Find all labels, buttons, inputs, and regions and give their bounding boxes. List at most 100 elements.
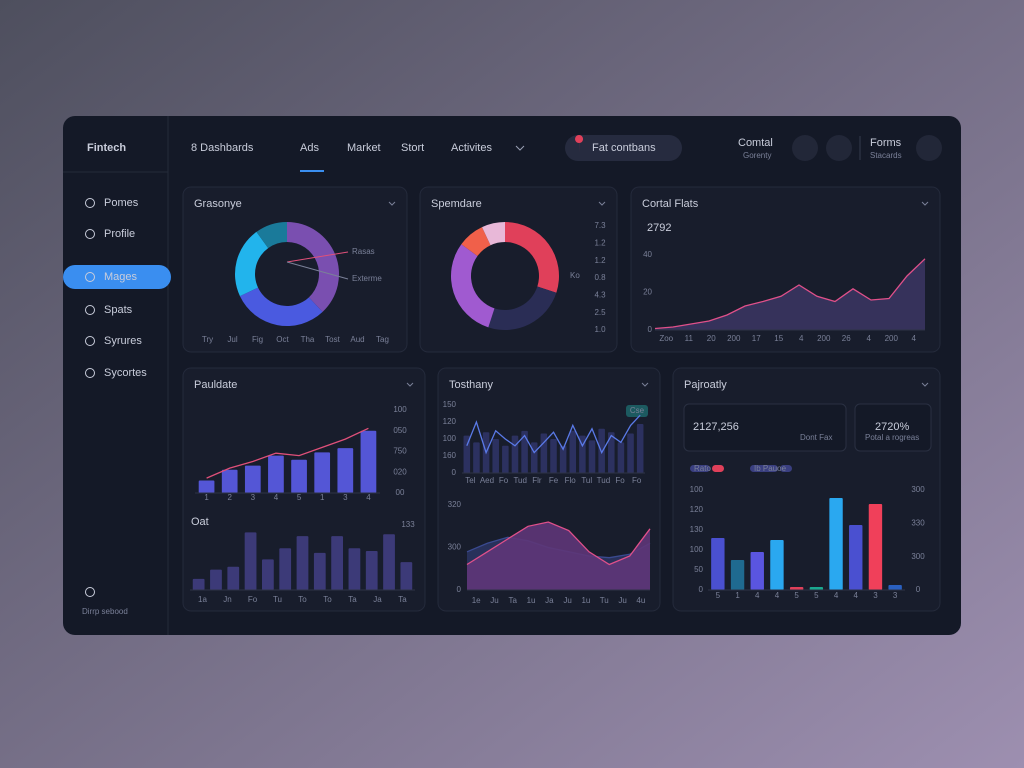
- tab[interactable]: Market: [347, 142, 381, 154]
- bar: [521, 430, 528, 473]
- y-tick-label: 100: [690, 485, 704, 494]
- bar: [365, 551, 378, 590]
- bar: [770, 540, 784, 590]
- bar: [502, 445, 509, 473]
- brand: Fintech: [87, 142, 126, 154]
- legend-pill: [750, 465, 778, 472]
- bar: [789, 587, 804, 590]
- area-line: [654, 258, 926, 330]
- bar: [198, 480, 215, 493]
- account-sub: Gorenty: [743, 151, 771, 160]
- panel-menu[interactable]: [921, 201, 929, 206]
- nav-item[interactable]: Pomes: [104, 197, 139, 209]
- x-tick-label: 4: [854, 591, 859, 600]
- icon-button[interactable]: [792, 135, 818, 161]
- panel-menu[interactable]: [598, 201, 606, 206]
- y-tick-label: 4.3: [594, 290, 606, 299]
- panel-menu[interactable]: [641, 382, 649, 387]
- x-tick-label: 200: [817, 334, 831, 343]
- y-tick-label: 1.2: [594, 256, 606, 265]
- y-tick-label: 40: [643, 250, 652, 259]
- bar: [627, 433, 634, 473]
- tab[interactable]: Activites: [451, 142, 492, 154]
- bar: [331, 536, 343, 590]
- nav-item[interactable]: Spats: [104, 304, 133, 316]
- x-tick-label: 3: [873, 591, 878, 600]
- x-tick-label: Aed: [480, 476, 494, 485]
- nav-item[interactable]: Profile: [104, 228, 135, 240]
- tab[interactable]: Stort: [401, 142, 424, 154]
- nav-item[interactable]: Sycortes: [104, 367, 147, 379]
- nav-icon: [85, 272, 95, 282]
- donut-slice: [256, 222, 287, 249]
- legend-label: Rato: [694, 464, 711, 473]
- x-tick-label: Ja: [545, 596, 554, 605]
- tab[interactable]: Ads: [300, 142, 319, 154]
- y-tick-label: 100: [393, 405, 407, 414]
- bar: [579, 435, 586, 473]
- x-tick-label: 15: [774, 334, 783, 343]
- legend-swatch: [780, 465, 792, 472]
- panel-menu[interactable]: [921, 382, 929, 387]
- panel-title: Pajroatly: [684, 379, 727, 391]
- bar: [360, 430, 377, 493]
- y-tick-label: 050: [393, 426, 407, 435]
- panel-menu[interactable]: [406, 382, 414, 387]
- donut-slice: [488, 286, 557, 331]
- y-tick-label: 130: [690, 525, 704, 534]
- bar: [227, 566, 240, 590]
- bar: [291, 459, 307, 493]
- x-tick-label: Fo: [615, 476, 625, 485]
- y-tick-label: 7.3: [594, 221, 606, 230]
- pin-icon: [575, 135, 584, 153]
- bar: [492, 439, 499, 473]
- donut-slice: [450, 244, 495, 328]
- x-tick-label: Tost: [325, 335, 340, 344]
- callout: [286, 251, 349, 263]
- y-tick-label: 330: [911, 518, 925, 527]
- bar: [400, 562, 413, 590]
- bar: [279, 548, 292, 590]
- y-tick-label: 750: [393, 447, 407, 456]
- x-tick-label: 4u: [636, 596, 645, 605]
- bar: [617, 442, 625, 473]
- x-tick-label: 3: [343, 493, 348, 502]
- panel-title: Tosthany: [449, 379, 494, 391]
- chevron[interactable]: [515, 145, 525, 151]
- search-box[interactable]: [565, 135, 682, 161]
- panel-menu[interactable]: [388, 201, 396, 206]
- y-tick-label: 160: [443, 451, 457, 460]
- nav-item[interactable]: Syrures: [104, 335, 142, 347]
- avatar[interactable]: [916, 135, 942, 161]
- callout: [286, 261, 349, 280]
- x-tick-label: 1: [735, 591, 740, 600]
- donut-label: Exterme: [352, 274, 382, 283]
- stat-value: 2127,256: [693, 421, 739, 433]
- y-tick-label: 100: [690, 545, 704, 554]
- x-tick-label: 5: [716, 591, 721, 600]
- trend-line: [206, 427, 369, 479]
- chart-title: Oat: [191, 516, 209, 528]
- legend-pill: [690, 465, 710, 472]
- nav-active[interactable]: [63, 265, 171, 289]
- bar: [849, 525, 863, 590]
- bar: [244, 465, 261, 493]
- bar: [809, 587, 824, 590]
- y-tick-label: 2.5: [594, 308, 606, 317]
- trend-line: [466, 414, 641, 455]
- donut-label: Ko: [570, 271, 580, 280]
- stat-sub: Dont Fax: [800, 433, 832, 442]
- x-tick-label: 200: [727, 334, 741, 343]
- footer-icon: [85, 587, 95, 597]
- bar: [473, 442, 480, 473]
- y-tick-label: 0: [457, 585, 462, 594]
- icon-button[interactable]: [826, 135, 852, 161]
- nav-item[interactable]: Mages: [104, 271, 138, 283]
- panel-title: Cortal Flats: [642, 198, 699, 210]
- nav-icon: [85, 198, 95, 208]
- x-tick-label: 26: [842, 334, 851, 343]
- x-tick-label: 1u: [581, 596, 590, 605]
- y-tick-label: 300: [448, 543, 462, 552]
- x-tick-label: 4: [834, 591, 839, 600]
- area-fill: [467, 522, 650, 590]
